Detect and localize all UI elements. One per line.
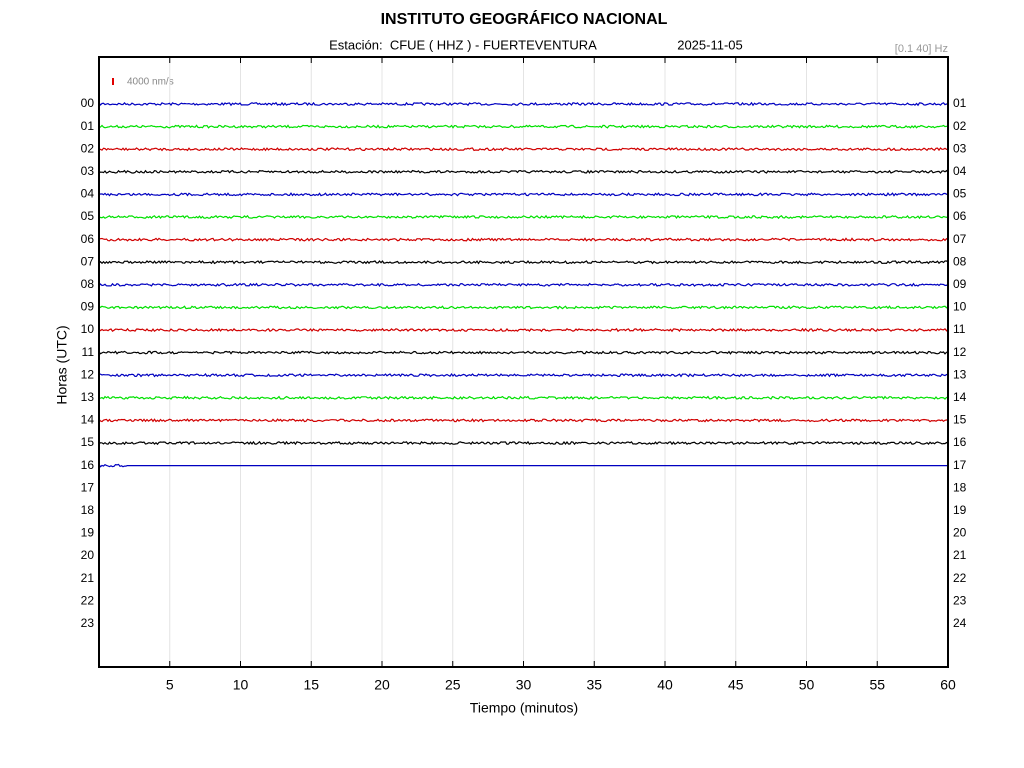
hour-label: 19 bbox=[953, 503, 967, 517]
hour-label: 15 bbox=[81, 435, 95, 449]
trace bbox=[98, 260, 949, 265]
x-tick-label: 55 bbox=[869, 677, 885, 693]
hour-label: 17 bbox=[81, 480, 95, 494]
y-axis-label: Horas (UTC) bbox=[54, 325, 70, 404]
hour-label: 01 bbox=[81, 119, 95, 133]
x-tick-label: 25 bbox=[445, 677, 461, 693]
hour-label: 18 bbox=[953, 480, 967, 494]
hour-label: 24 bbox=[953, 616, 967, 630]
hour-label: 14 bbox=[81, 413, 95, 427]
hour-label: 04 bbox=[953, 164, 967, 178]
hour-label: 23 bbox=[953, 593, 967, 607]
trace bbox=[98, 101, 949, 107]
trace bbox=[99, 395, 949, 401]
hour-label: 05 bbox=[953, 187, 967, 201]
hour-label: 09 bbox=[81, 300, 95, 314]
x-tick-label: 15 bbox=[303, 677, 319, 693]
hour-label: 17 bbox=[953, 458, 967, 472]
trace bbox=[98, 463, 948, 468]
hour-label: 16 bbox=[953, 435, 967, 449]
hour-label: 13 bbox=[953, 367, 967, 381]
station: Estación: CFUE ( HHZ ) - FUERTEVENTURA bbox=[329, 37, 597, 52]
filter: [0.1 40] Hz bbox=[895, 43, 948, 55]
trace bbox=[98, 124, 948, 129]
hour-label: 06 bbox=[81, 232, 95, 246]
x-tick-label: 50 bbox=[799, 677, 815, 693]
hour-label: 08 bbox=[81, 277, 95, 291]
trace bbox=[98, 327, 949, 333]
hour-label: 03 bbox=[953, 141, 967, 155]
x-tick-label: 10 bbox=[233, 677, 249, 693]
hour-label: 07 bbox=[81, 254, 95, 268]
hour-label: 09 bbox=[953, 277, 967, 291]
hour-label: 01 bbox=[953, 96, 967, 110]
trace bbox=[98, 350, 949, 355]
hour-label: 02 bbox=[81, 141, 95, 155]
hour-label: 13 bbox=[81, 390, 95, 404]
hour-label: 16 bbox=[81, 458, 95, 472]
hour-label: 22 bbox=[953, 571, 967, 585]
hour-label: 12 bbox=[81, 367, 95, 381]
x-tick-label: 35 bbox=[586, 677, 602, 693]
x-tick-label: 5 bbox=[166, 677, 174, 693]
x-tick-label: 45 bbox=[728, 677, 744, 693]
trace bbox=[98, 214, 949, 220]
hour-label: 02 bbox=[953, 119, 967, 133]
hour-label: 08 bbox=[953, 254, 967, 268]
x-tick-label: 30 bbox=[516, 677, 532, 693]
hour-label: 19 bbox=[81, 526, 95, 540]
trace bbox=[98, 418, 949, 423]
hour-label: 05 bbox=[81, 209, 95, 223]
hour-label: 11 bbox=[82, 345, 95, 359]
trace bbox=[98, 237, 949, 242]
hour-label: 18 bbox=[81, 503, 95, 517]
plot-frame bbox=[98, 56, 949, 668]
hour-label: 10 bbox=[81, 322, 95, 336]
hour-label: 20 bbox=[81, 548, 95, 562]
trace bbox=[98, 192, 949, 197]
scale-label: 4000 nm/s bbox=[127, 77, 174, 88]
x-tick-label: 60 bbox=[940, 677, 956, 693]
hour-label: 22 bbox=[81, 593, 95, 607]
hour-label: 06 bbox=[953, 209, 967, 223]
hour-label: 12 bbox=[953, 345, 967, 359]
hour-label: 21 bbox=[953, 548, 967, 562]
hour-label: 00 bbox=[81, 96, 95, 110]
x-axis-label: Tiempo (minutos) bbox=[470, 700, 578, 716]
trace bbox=[98, 305, 949, 310]
trace bbox=[98, 282, 949, 287]
trace bbox=[98, 147, 949, 152]
hour-label: 15 bbox=[953, 413, 967, 427]
hour-label: 03 bbox=[81, 164, 95, 178]
trace bbox=[98, 372, 949, 378]
hour-label: 11 bbox=[953, 322, 966, 336]
trace bbox=[98, 440, 949, 446]
date: 2025-11-05 bbox=[677, 37, 743, 52]
x-tick-label: 20 bbox=[374, 677, 390, 693]
hour-label: 23 bbox=[81, 616, 95, 630]
hour-label: 10 bbox=[953, 300, 967, 314]
x-tick-label: 40 bbox=[657, 677, 673, 693]
trace bbox=[98, 169, 949, 174]
hour-label: 14 bbox=[953, 390, 967, 404]
hour-label: 20 bbox=[953, 526, 967, 540]
hour-label: 04 bbox=[81, 187, 95, 201]
chart-title: INSTITUTO GEOGRÁFICO NACIONAL bbox=[381, 9, 668, 28]
hour-label: 07 bbox=[953, 232, 967, 246]
hour-label: 21 bbox=[81, 571, 95, 585]
